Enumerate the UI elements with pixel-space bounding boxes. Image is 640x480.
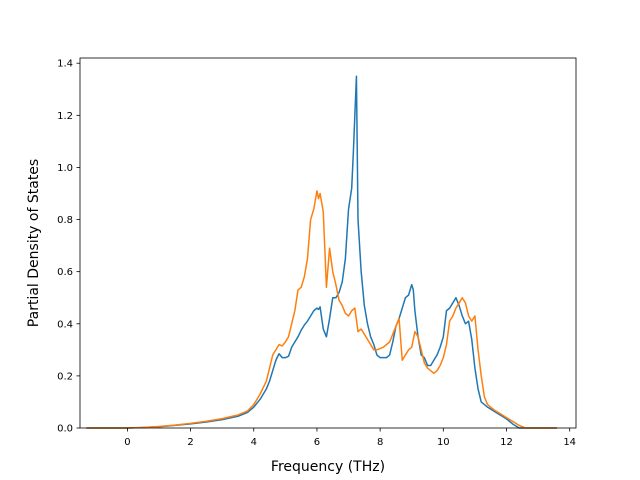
plot-frame [79, 57, 577, 429]
x-tick-label: 0 [124, 437, 130, 448]
series-group [86, 75, 558, 429]
x-tick-label: 8 [377, 437, 383, 448]
x-tick-label: 6 [314, 437, 320, 448]
x-tick-label: 14 [563, 437, 576, 448]
y-tick-label: 0.0 [57, 424, 73, 435]
y-tick-label: 0.2 [57, 371, 73, 382]
x-tick-label: 10 [437, 437, 450, 448]
x-tick-label: 2 [187, 437, 193, 448]
x-tick-label: 4 [251, 437, 257, 448]
y-axis: 0.0 0.2 0.4 0.6 0.8 1.0 1.2 1.4 [57, 59, 80, 435]
y-tick-label: 1.2 [57, 111, 73, 122]
y-tick-label: 1.4 [57, 59, 73, 70]
series-line-1 [86, 75, 558, 429]
x-axis-label: Frequency (THz) [271, 459, 385, 475]
y-axis-label: Partial Density of States [26, 159, 42, 327]
y-tick-label: 0.8 [57, 215, 73, 226]
x-axis: 0 2 4 6 8 10 12 14 [124, 428, 576, 448]
x-tick-label: 12 [500, 437, 513, 448]
y-tick-label: 0.4 [57, 319, 73, 330]
y-tick-label: 1.0 [57, 163, 73, 174]
series-line-2 [86, 190, 558, 429]
y-tick-label: 0.6 [57, 267, 73, 278]
